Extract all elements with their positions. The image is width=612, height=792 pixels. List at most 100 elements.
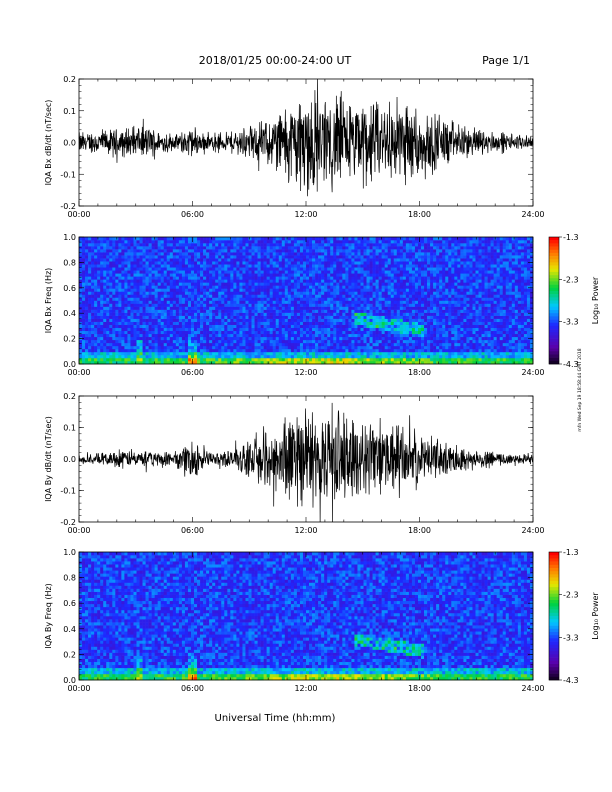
bx-spectrogram-cell: [212, 288, 216, 292]
bx-spectrogram-cell: [408, 237, 413, 241]
bx-spectrogram-cell: [321, 318, 325, 322]
bx-spectrogram-cell: [82, 246, 86, 250]
bx-spectrogram-cell: [209, 276, 213, 280]
bx-spectrogram-cell: [402, 294, 407, 298]
bx-spectrogram-cell: [318, 252, 322, 256]
bx-spectrogram-cell: [348, 312, 352, 316]
bx-spectrogram-cell: [408, 264, 413, 268]
bx-spectrogram-cell: [424, 357, 428, 362]
bx-spectrogram-cell: [148, 270, 152, 274]
bx-spectrogram-cell: [299, 330, 304, 335]
bx-spectrogram-cell: [284, 321, 289, 325]
bx-spectrogram-cell: [148, 252, 152, 256]
bx-spectrogram-cell: [417, 312, 422, 316]
bx-spectrogram-cell: [372, 267, 376, 271]
bx-spectrogram-cell: [372, 255, 376, 259]
bx-spectrogram-cell: [348, 264, 352, 268]
bx-spectrogram-cell: [342, 309, 346, 313]
bx-spectrogram-cell: [278, 360, 283, 365]
bx-spectrogram-cell: [396, 330, 401, 335]
bx-spectrogram-cell: [427, 243, 431, 247]
bx-spectrogram-cell: [218, 291, 222, 295]
bx-spectrogram-cell: [378, 342, 382, 347]
bx-spectrogram-cell: [302, 300, 307, 304]
bx-spectrogram-cell: [336, 309, 340, 313]
bx-spectrogram-cell: [163, 258, 168, 262]
bx-spectrogram-cell: [218, 261, 222, 265]
bx-spectrogram-cell: [290, 294, 295, 298]
bx-spectrogram-cell: [157, 258, 162, 262]
bx-spectrogram-cell: [115, 342, 119, 347]
bx-spectrogram-cell: [94, 243, 98, 247]
bx-spectrogram-cell: [378, 240, 382, 244]
bx-spectrogram-cell: [327, 270, 331, 274]
bx-spectrogram-cell: [112, 339, 116, 344]
bx-spectrogram-cell: [387, 237, 392, 241]
bx-spectrogram-cell: [82, 261, 86, 265]
bx-spectrogram-cell: [190, 342, 195, 347]
bx-spectrogram-cell: [269, 258, 274, 262]
bx-spectrogram-cell: [148, 300, 152, 304]
bx-spectrogram-cell: [281, 303, 286, 307]
bx-spectrogram-cell: [133, 321, 137, 325]
bx-spectrogram-cell: [421, 282, 425, 286]
bx-spectrogram-cell: [160, 240, 165, 244]
bx-spectrogram-cell: [163, 273, 168, 277]
bx-spectrogram-cell: [97, 315, 101, 319]
bx-spectrogram-cell: [239, 255, 243, 259]
bx-spectrogram-cell: [254, 309, 258, 313]
bx-spectrogram-cell: [242, 345, 246, 350]
bx-spectrogram-cell: [417, 249, 422, 253]
bx-spectrogram-cell: [402, 357, 407, 362]
bx-spectrogram-cell: [354, 360, 358, 365]
bx-spectrogram-cell: [299, 300, 304, 304]
bx-spectrogram-cell: [203, 315, 207, 319]
bx-spectrogram-cell: [345, 294, 349, 298]
bx-spectrogram-cell: [272, 297, 277, 301]
bx-spectrogram-cell: [266, 315, 270, 319]
bx-spectrogram-cell: [100, 252, 104, 256]
bx-spectrogram-cell: [318, 288, 322, 292]
bx-spectrogram-cell: [160, 291, 165, 295]
bx-spectrogram-cell: [302, 258, 307, 262]
bx-spectrogram-cell: [175, 270, 180, 274]
bx-spectrogram-cell: [257, 351, 261, 356]
bx-spectrogram-cell: [136, 297, 140, 301]
bx-spectrogram-cell: [109, 348, 113, 353]
bx-spectrogram-cell: [306, 336, 310, 341]
bx-spectrogram-cell: [318, 360, 322, 365]
bx-spectrogram-cell: [236, 306, 240, 310]
bx-spectrogram-cell: [233, 300, 237, 304]
bx-spectrogram-cell: [127, 240, 131, 244]
bx-spectrogram-cell: [200, 309, 204, 313]
bx-spectrogram-cell: [390, 342, 395, 347]
bx-spectrogram-cell: [224, 264, 228, 268]
bx-spectrogram-cell: [293, 360, 298, 365]
bx-spectrogram-cell: [411, 312, 416, 316]
bx-spectrogram-cell: [306, 318, 310, 322]
bx-spectrogram-cell: [387, 279, 392, 283]
bx-spectrogram-cell: [94, 315, 98, 319]
bx-spectrogram-cell: [166, 288, 171, 292]
bx-spectrogram-cell: [336, 348, 340, 353]
bx-spectrogram-cell: [390, 309, 395, 313]
bx-spectrogram-cell: [417, 285, 422, 289]
bx-spectrogram-cell: [284, 288, 289, 292]
bx-spectrogram-cell: [306, 261, 310, 265]
bx-spectrogram-cell: [127, 360, 131, 365]
bx-spectrogram-cell: [372, 285, 376, 289]
bx-spectrogram-cell: [118, 315, 122, 319]
bx-spectrogram-cell: [387, 243, 392, 247]
bx-spectrogram-cell: [296, 276, 301, 280]
bx-spectrogram-cell: [200, 291, 204, 295]
bx-spectrogram-cell: [215, 279, 219, 283]
bx-spectrogram-cell: [296, 339, 301, 344]
bx-spectrogram-cell: [312, 303, 316, 307]
bx-spectrogram-cell: [236, 348, 240, 353]
bx-spectrogram-cell: [142, 339, 146, 344]
bx-spectrogram-cell: [91, 339, 95, 344]
bx-spectrogram-cell: [296, 288, 301, 292]
bx-spectrogram-cell: [175, 360, 180, 365]
bx-spectrogram-cell: [79, 243, 83, 247]
bx-spectrogram-cell: [299, 288, 304, 292]
